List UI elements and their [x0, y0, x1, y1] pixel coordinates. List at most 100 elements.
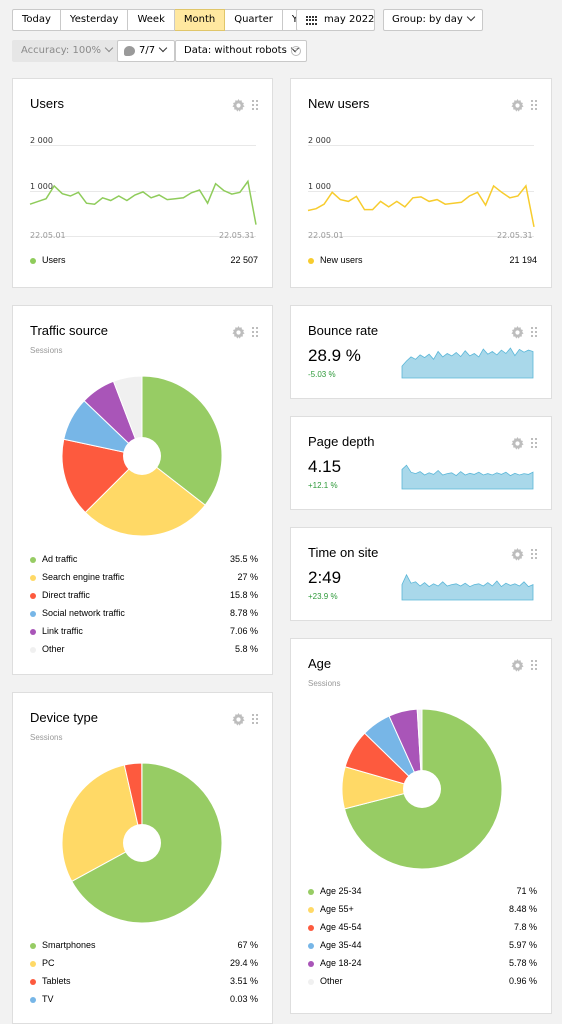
widget-tools [511, 437, 537, 450]
drag-handle-icon[interactable] [531, 100, 537, 111]
gear-icon[interactable] [511, 548, 524, 561]
legend-item[interactable]: Search engine traffic 27 % [30, 572, 258, 586]
pie-slice-direct-traffic[interactable] [61, 438, 144, 514]
legend-label: Social network traffic [42, 608, 125, 618]
pie-slice-ad-traffic[interactable] [141, 375, 223, 506]
drag-handle-icon[interactable] [252, 100, 258, 111]
legend-item[interactable]: Direct traffic 15.8 % [30, 590, 258, 604]
legend-dot [30, 961, 36, 967]
period-option-week[interactable]: Week [128, 9, 175, 31]
traffic-source-widget: Traffic source Sessions Ad traffic 35.5 %… [12, 305, 273, 675]
legend-dot [30, 557, 36, 563]
legend-item[interactable]: Other 5.8 % [30, 644, 258, 658]
page-depth-widget: Page depth 4.15 +12.1 % [290, 416, 552, 510]
legend-item[interactable]: Age 35-44 5.97 % [308, 940, 537, 954]
pie-slice-other[interactable] [112, 375, 143, 457]
legend-item[interactable]: Age 45-54 7.8 % [308, 922, 537, 936]
metric-value: 4.15 [308, 457, 342, 476]
pie-slice-pc[interactable] [61, 764, 143, 883]
legend-value: 21 194 [509, 255, 537, 265]
widget-tools [511, 99, 537, 112]
bounce-rate-widget: Bounce rate 28.9 % -5.03 % [290, 305, 552, 399]
widget-tools [232, 326, 258, 339]
widget-title: Bounce rate [308, 323, 379, 338]
legend-label: PC [42, 958, 55, 968]
drag-handle-icon[interactable] [252, 327, 258, 338]
accuracy-select[interactable]: Accuracy: 100% [12, 40, 122, 62]
legend-item[interactable]: TV 0.03 % [30, 994, 258, 1008]
legend-label: Other [42, 644, 65, 654]
legend-item[interactable]: Other 0.96 % [308, 976, 537, 990]
gear-icon[interactable] [511, 659, 524, 672]
users-widget: Users 2 000 1 000 22.05.01 22.05.31 User… [12, 78, 273, 288]
age-pie-chart [341, 708, 503, 870]
metric-value: 2:49 [308, 568, 342, 587]
legend-value: 8.78 % [229, 608, 258, 618]
pie-slice-other[interactable] [416, 708, 423, 790]
widget-title: New users [308, 96, 370, 111]
legend-value: 3.51 % [229, 976, 258, 986]
users-line-chart [29, 145, 257, 237]
metric-value: 28.9 % [308, 346, 361, 365]
widget-title: Time on site [308, 545, 379, 560]
drag-handle-icon[interactable] [252, 714, 258, 725]
device-type-widget: Device type Sessions Smartphones 67 % PC 29… [12, 692, 273, 1024]
date-label: may 2022 [324, 14, 375, 25]
drag-handle-icon[interactable] [531, 660, 537, 671]
segments-label: 7/7 [139, 45, 156, 56]
drag-handle-icon[interactable] [531, 438, 537, 449]
widget-subtitle: Sessions [308, 679, 341, 688]
legend-dot [308, 907, 314, 913]
data-filter-select[interactable]: Data: without robots [175, 40, 307, 62]
sparkline-area [401, 573, 534, 601]
legend-item[interactable]: PC 29.4 % [30, 958, 258, 972]
pie-slice-search-engine-traffic[interactable] [84, 455, 206, 537]
sparkline-area [401, 347, 534, 379]
legend-item[interactable]: Social network traffic 8.78 % [30, 608, 258, 622]
legend-value: 67 % [237, 940, 258, 950]
widget-subtitle: Sessions [30, 346, 63, 355]
gear-icon[interactable] [511, 99, 524, 112]
legend-value: 5.78 % [508, 958, 537, 968]
segments-select[interactable]: 7/7 [117, 40, 176, 62]
drag-handle-icon[interactable] [531, 327, 537, 338]
legend-value: 7.06 % [229, 626, 258, 636]
donut-hole [403, 770, 441, 808]
group-label: Group: by day [392, 14, 463, 25]
metric-delta: +23.9 % [308, 592, 338, 601]
legend-dot [30, 629, 36, 635]
gear-icon[interactable] [511, 437, 524, 450]
legend-item[interactable]: Link traffic 7.06 % [30, 626, 258, 640]
legend-dot [30, 258, 36, 264]
gear-icon[interactable] [232, 99, 245, 112]
legend-item[interactable]: Age 18-24 5.78 % [308, 958, 537, 972]
period-option-month[interactable]: Month [174, 9, 226, 31]
chevron-down-icon [104, 43, 114, 53]
legend-item[interactable]: Ad traffic 35.5 % [30, 554, 258, 568]
widget-title: Users [30, 96, 64, 111]
users-series-line [29, 179, 257, 225]
group-by-select[interactable]: Group: by day [383, 9, 483, 31]
legend-label: Age 35-44 [320, 940, 362, 950]
legend-item[interactable]: Age 25-34 71 % [308, 886, 537, 900]
y-tick-label: 1 000 [308, 182, 331, 191]
accuracy-label: Accuracy: 100% [21, 45, 102, 56]
period-selector: TodayYesterdayWeekMonthQuarterYear [12, 9, 324, 31]
gear-icon[interactable] [232, 713, 245, 726]
legend-value: 15.8 % [229, 590, 258, 600]
period-option-today[interactable]: Today [12, 9, 61, 31]
data-filter-label: Data: without robots [184, 45, 287, 56]
legend-item[interactable]: Tablets 3.51 % [30, 976, 258, 990]
legend-item[interactable]: Age 55+ 8.48 % [308, 904, 537, 918]
gear-icon[interactable] [232, 326, 245, 339]
help-icon[interactable]: ? [291, 46, 301, 56]
legend-label: Users [42, 255, 66, 265]
gear-icon[interactable] [511, 326, 524, 339]
period-option-quarter[interactable]: Quarter [225, 9, 283, 31]
legend-item[interactable]: Smartphones 67 % [30, 940, 258, 954]
drag-handle-icon[interactable] [531, 549, 537, 560]
date-picker-button[interactable]: may 2022 [296, 9, 375, 31]
legend-dot [30, 593, 36, 599]
period-option-yesterday[interactable]: Yesterday [60, 9, 129, 31]
legend-label: Age 55+ [320, 904, 354, 914]
